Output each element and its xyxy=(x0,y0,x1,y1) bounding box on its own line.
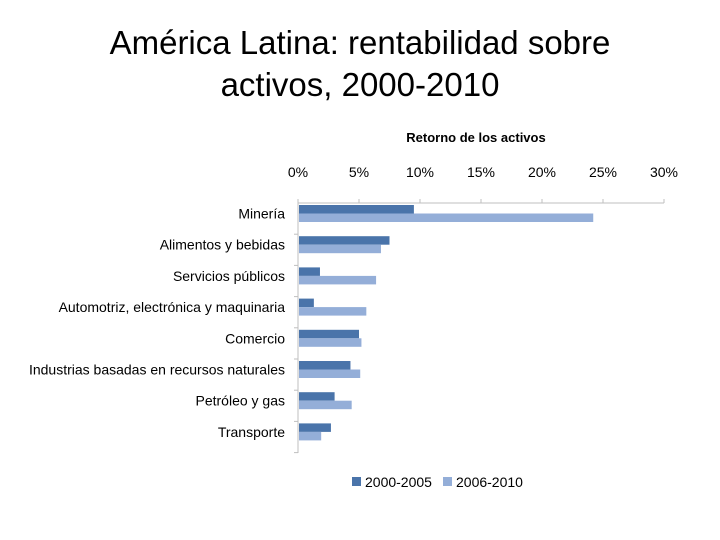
category-label: Comercio xyxy=(225,330,285,346)
slide-title-line-1: América Latina: rentabilidad sobre xyxy=(109,24,611,61)
category-label: Industrias basadas en recursos naturales xyxy=(29,362,285,378)
bar-series-2 xyxy=(299,213,594,222)
bar-series-1 xyxy=(299,205,414,214)
bar-series-2 xyxy=(299,244,381,254)
category-label: Automotriz, electrónica y maquinaria xyxy=(59,299,286,315)
category-label: Servicios públicos xyxy=(173,268,285,284)
category-label: Petróleo y gas xyxy=(196,393,286,409)
category-label: Transporte xyxy=(218,424,285,440)
x-tick-label: 15% xyxy=(467,164,495,180)
x-tick-label: 20% xyxy=(528,164,556,180)
bar-series-2 xyxy=(299,307,367,316)
x-tick-label: 5% xyxy=(349,164,369,180)
bar-series-2 xyxy=(299,275,377,285)
bar-series-2 xyxy=(299,369,361,378)
slide-title: América Latina: rentabilidad sobre activ… xyxy=(0,22,720,106)
bar-series-1 xyxy=(299,236,390,245)
bar-series-1 xyxy=(299,298,314,308)
x-tick-label: 0% xyxy=(288,164,308,180)
x-axis: 0% 5% 10% 15% 20% 25% 30% xyxy=(288,164,678,204)
chart-title: Retorno de los activos xyxy=(406,130,545,145)
bar-series-1 xyxy=(299,329,359,339)
bar-series-2 xyxy=(299,338,362,347)
bar-series-1 xyxy=(299,361,351,370)
x-tick-label: 30% xyxy=(650,164,678,180)
bar-series-1 xyxy=(299,392,335,401)
y-axis: Minería Alimentos y bebidas Servicios públ… xyxy=(29,203,299,454)
legend: 2000-2005 2006-2010 xyxy=(352,474,523,490)
x-tick-label: 10% xyxy=(406,164,434,180)
x-tick-label: 25% xyxy=(589,164,617,180)
legend-label: 2006-2010 xyxy=(456,474,523,490)
legend-label: 2000-2005 xyxy=(365,474,432,490)
legend-swatch xyxy=(352,477,361,486)
bar-series-1 xyxy=(299,423,331,432)
bar-series-2 xyxy=(299,431,322,441)
bar-series-1 xyxy=(299,267,320,276)
category-label: Minería xyxy=(238,206,285,222)
plot-area xyxy=(299,205,594,441)
legend-swatch xyxy=(443,477,452,486)
category-label: Alimentos y bebidas xyxy=(160,237,285,253)
bar-series-2 xyxy=(299,400,352,410)
slide-title-line-2: activos, 2000-2010 xyxy=(220,66,500,103)
